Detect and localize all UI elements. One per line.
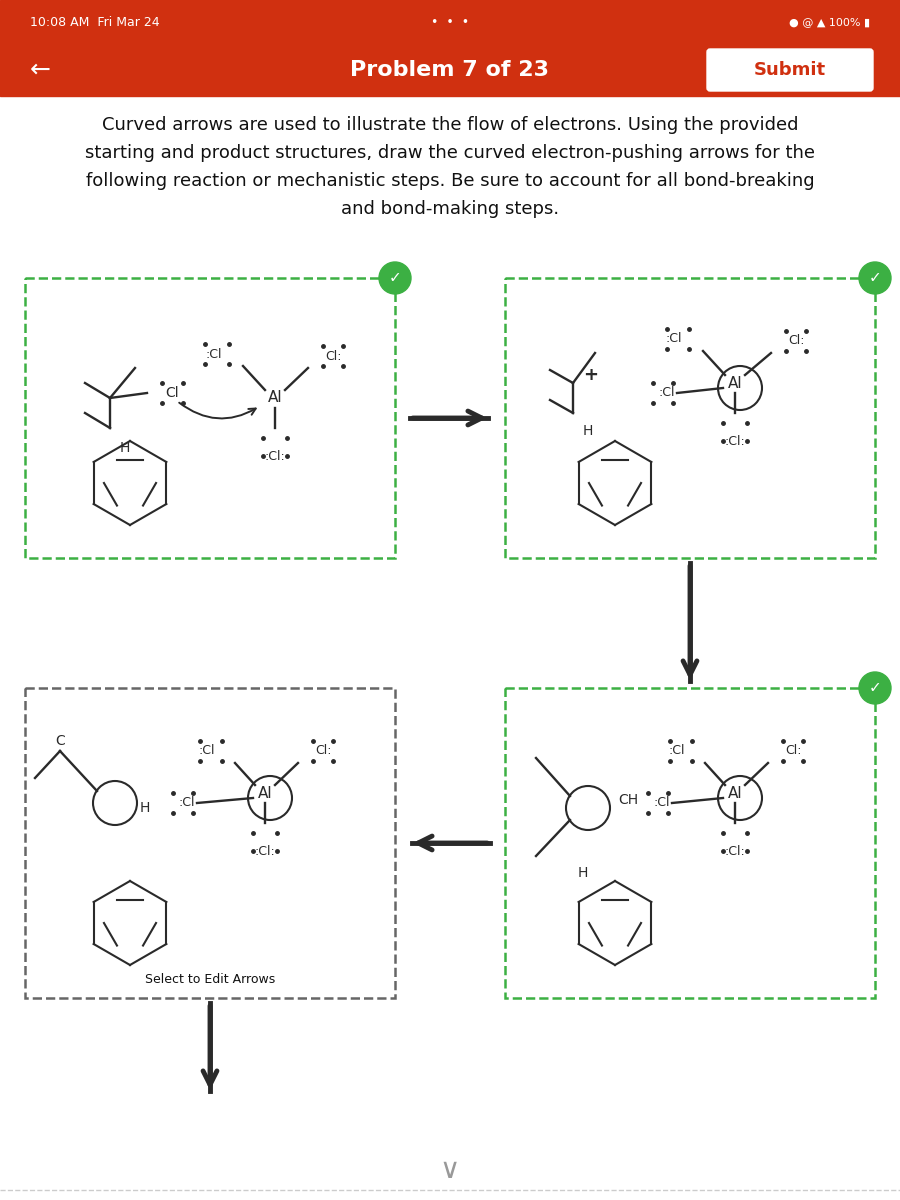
Text: ←: ← (30, 58, 51, 82)
Text: H: H (583, 424, 593, 438)
Text: •  •  •: • • • (431, 16, 469, 29)
Bar (0, 0, 900, 44)
Text: :Cl:: :Cl: (724, 434, 745, 448)
Text: Select to Edit Arrows: Select to Edit Arrows (145, 973, 275, 986)
Text: Submit: Submit (754, 61, 826, 79)
Text: Curved arrows are used to illustrate the flow of electrons. Using the provided: Curved arrows are used to illustrate the… (102, 116, 798, 134)
Text: H: H (578, 866, 589, 880)
Bar (505, 688, 875, 998)
Text: following reaction or mechanistic steps. Be sure to account for all bond-breakin: following reaction or mechanistic steps.… (86, 172, 814, 190)
Circle shape (379, 262, 411, 294)
Text: Cl: Cl (165, 386, 178, 400)
Text: Cl:: Cl: (315, 744, 331, 756)
Text: ✓: ✓ (868, 270, 881, 286)
Circle shape (859, 672, 891, 704)
Text: :Cl: :Cl (669, 744, 685, 756)
Text: starting and product structures, draw the curved electron-pushing arrows for the: starting and product structures, draw th… (85, 144, 815, 162)
Text: and bond-making steps.: and bond-making steps. (341, 200, 559, 218)
Text: :Cl: :Cl (665, 332, 682, 346)
Text: H: H (120, 440, 130, 455)
Text: :Cl: :Cl (659, 386, 675, 400)
Text: 10:08 AM  Fri Mar 24: 10:08 AM Fri Mar 24 (30, 16, 159, 29)
Text: Al: Al (728, 786, 742, 800)
Bar (25, 688, 395, 998)
Text: ✓: ✓ (868, 680, 881, 696)
Circle shape (859, 262, 891, 294)
Text: :Cl: :Cl (199, 744, 215, 756)
Bar (25, 278, 395, 558)
Text: CH: CH (618, 793, 638, 806)
Text: Al: Al (728, 376, 742, 390)
FancyArrowPatch shape (179, 403, 256, 419)
Text: Cl:: Cl: (325, 349, 341, 362)
Text: Al: Al (267, 390, 283, 406)
Text: Problem 7 of 23: Problem 7 of 23 (350, 60, 550, 80)
Bar (0, 44, 900, 96)
Text: :Cl:: :Cl: (265, 450, 285, 463)
Text: +: + (583, 366, 599, 384)
Text: ● @ ▲ 100% ▮: ● @ ▲ 100% ▮ (789, 17, 870, 26)
Text: H: H (140, 802, 150, 815)
Text: :Cl: :Cl (205, 348, 222, 360)
Text: :Cl: :Cl (653, 797, 670, 810)
Text: ✓: ✓ (389, 270, 401, 286)
Text: ∨: ∨ (440, 1156, 460, 1184)
Text: C: C (55, 734, 65, 748)
Text: Cl:: Cl: (785, 744, 802, 756)
Bar (505, 278, 875, 558)
Text: :Cl:: :Cl: (724, 845, 745, 858)
Text: Cl:: Cl: (788, 335, 805, 348)
Text: :Cl: :Cl (178, 797, 195, 810)
FancyBboxPatch shape (707, 49, 873, 91)
Text: Al: Al (257, 786, 273, 800)
Text: :Cl:: :Cl: (255, 845, 275, 858)
